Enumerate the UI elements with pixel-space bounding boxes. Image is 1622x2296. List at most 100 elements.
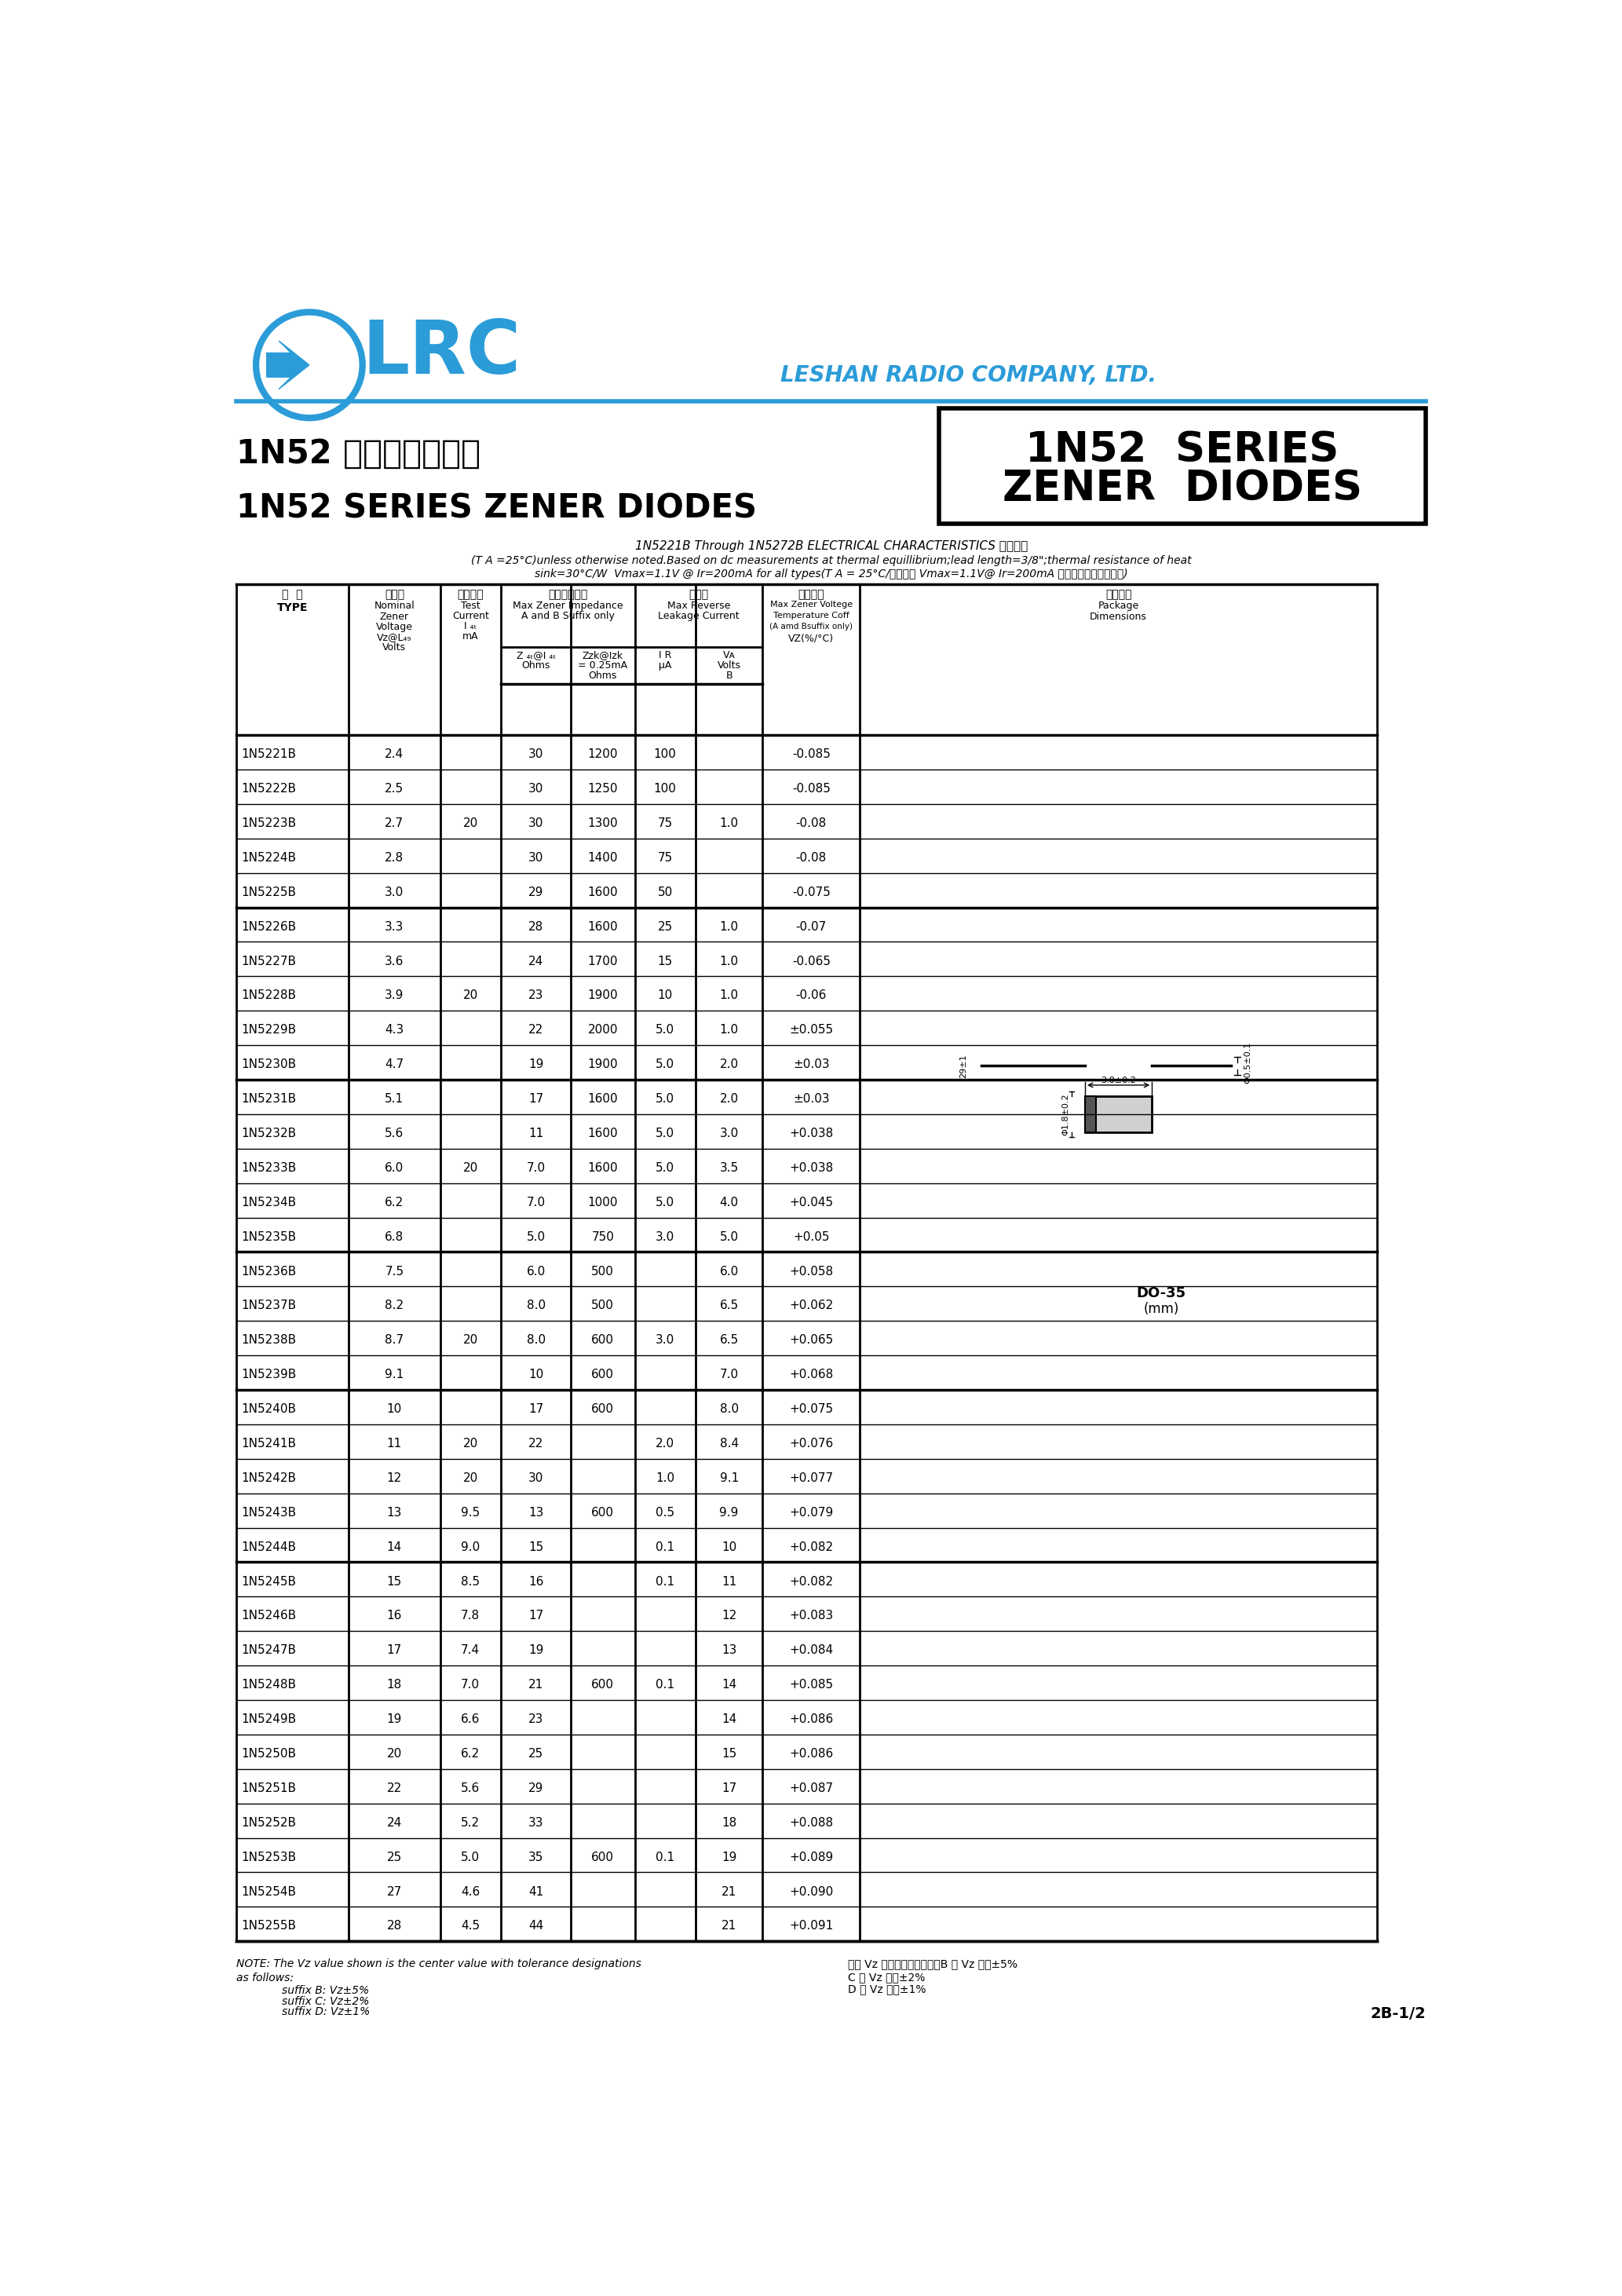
Text: 1N5222B: 1N5222B	[242, 783, 297, 794]
Text: 5.0: 5.0	[655, 1024, 675, 1035]
Text: 2.5: 2.5	[384, 783, 404, 794]
Text: Package: Package	[1098, 602, 1139, 611]
Text: 12: 12	[722, 1609, 736, 1621]
Text: 型  号: 型 号	[282, 588, 303, 599]
Text: as follows:: as follows:	[237, 1972, 294, 1984]
Text: 1N5224B: 1N5224B	[242, 852, 297, 863]
Text: 4.7: 4.7	[384, 1058, 404, 1070]
Text: 1N5251B: 1N5251B	[242, 1782, 297, 1793]
Text: 11: 11	[722, 1575, 736, 1587]
Text: 11: 11	[529, 1127, 543, 1139]
Text: 5.1: 5.1	[384, 1093, 404, 1104]
Text: 注： Vz 为稳压小心値，其中B 型 Vz 容差±5%: 注： Vz 为稳压小心値，其中B 型 Vz 容差±5%	[848, 1958, 1017, 1970]
Text: +0.05: +0.05	[793, 1231, 829, 1242]
Text: 8.7: 8.7	[384, 1334, 404, 1345]
Text: 25: 25	[657, 921, 673, 932]
Text: Φ0.5±0.1: Φ0.5±0.1	[1244, 1042, 1252, 1084]
Text: +0.083: +0.083	[790, 1609, 834, 1621]
Text: Ohms: Ohms	[589, 670, 616, 682]
Text: 25: 25	[529, 1747, 543, 1759]
Text: 4.3: 4.3	[384, 1024, 404, 1035]
Text: 3.0: 3.0	[384, 886, 404, 898]
Text: 8.5: 8.5	[461, 1575, 480, 1587]
Text: 5.0: 5.0	[655, 1162, 675, 1173]
Text: I ₄ₜ: I ₄ₜ	[464, 622, 477, 631]
Text: 21: 21	[722, 1919, 736, 1931]
Text: 9.0: 9.0	[461, 1541, 480, 1552]
Text: 1N5223B: 1N5223B	[242, 817, 297, 829]
Text: 7.8: 7.8	[461, 1609, 480, 1621]
Text: 100: 100	[654, 748, 676, 760]
Text: +0.091: +0.091	[790, 1919, 834, 1931]
Text: 44: 44	[529, 1919, 543, 1931]
Text: 500: 500	[592, 1265, 615, 1277]
Text: 1N5244B: 1N5244B	[242, 1541, 297, 1552]
Text: +0.075: +0.075	[790, 1403, 834, 1414]
Text: 9.1: 9.1	[720, 1472, 738, 1483]
Bar	[1085, 1095, 1096, 1132]
Text: 1N5232B: 1N5232B	[242, 1127, 297, 1139]
Text: +0.087: +0.087	[790, 1782, 834, 1793]
Text: 3.8±0.2: 3.8±0.2	[1101, 1077, 1135, 1084]
Text: 2.0: 2.0	[720, 1058, 738, 1070]
Text: 1600: 1600	[587, 1162, 618, 1173]
Text: 8.0: 8.0	[720, 1403, 738, 1414]
Text: 22: 22	[529, 1437, 543, 1449]
Text: 30: 30	[529, 817, 543, 829]
Text: 1.0: 1.0	[720, 955, 738, 967]
Text: 3.3: 3.3	[384, 921, 404, 932]
Text: 6.0: 6.0	[720, 1265, 738, 1277]
Text: 5.0: 5.0	[461, 1851, 480, 1862]
Text: 24: 24	[388, 1816, 402, 1828]
Text: Zzk@Izk: Zzk@Izk	[582, 650, 623, 661]
Text: 7.0: 7.0	[461, 1678, 480, 1690]
Text: 温度系数: 温度系数	[798, 588, 824, 599]
Text: 1N5255B: 1N5255B	[242, 1919, 297, 1931]
Text: 3.5: 3.5	[720, 1162, 738, 1173]
Text: 18: 18	[388, 1678, 402, 1690]
Text: 5.0: 5.0	[527, 1231, 545, 1242]
Text: 1N5242B: 1N5242B	[242, 1472, 297, 1483]
Text: 1N52  SERIES: 1N52 SERIES	[1025, 429, 1340, 471]
Text: 19: 19	[529, 1058, 543, 1070]
Text: 14: 14	[722, 1713, 736, 1724]
Bar	[939, 409, 1426, 523]
Text: 41: 41	[529, 1885, 543, 1896]
Text: +0.062: +0.062	[790, 1300, 834, 1311]
Text: +0.088: +0.088	[790, 1816, 834, 1828]
Text: 1300: 1300	[587, 817, 618, 829]
Text: 1N5226B: 1N5226B	[242, 921, 297, 932]
Text: 14: 14	[722, 1678, 736, 1690]
Text: 33: 33	[529, 1816, 543, 1828]
Text: +0.082: +0.082	[790, 1575, 834, 1587]
Text: 5.6: 5.6	[384, 1127, 404, 1139]
Text: 1N5252B: 1N5252B	[242, 1816, 297, 1828]
Text: 0.1: 0.1	[655, 1541, 675, 1552]
Text: 6.2: 6.2	[461, 1747, 480, 1759]
Text: 2.0: 2.0	[655, 1437, 675, 1449]
Text: Ohms: Ohms	[522, 661, 550, 670]
Text: +0.089: +0.089	[790, 1851, 834, 1862]
Text: 29±1: 29±1	[959, 1054, 967, 1077]
Text: Vᴀ: Vᴀ	[723, 650, 735, 661]
Text: Zener: Zener	[380, 611, 409, 622]
Text: 13: 13	[386, 1506, 402, 1518]
Text: +0.068: +0.068	[790, 1368, 834, 1380]
Text: 75: 75	[657, 852, 673, 863]
Text: Volts: Volts	[383, 643, 406, 652]
Text: NOTE: The Vz value shown is the center value with tolerance designations: NOTE: The Vz value shown is the center v…	[237, 1958, 641, 1970]
Text: +0.079: +0.079	[790, 1506, 834, 1518]
Text: 稳压値: 稳压値	[384, 588, 404, 599]
Text: 8.2: 8.2	[384, 1300, 404, 1311]
Text: Vz@L₄₉: Vz@L₄₉	[376, 631, 412, 643]
Text: 1N5240B: 1N5240B	[242, 1403, 297, 1414]
Text: 0.1: 0.1	[655, 1678, 675, 1690]
Text: 50: 50	[657, 886, 673, 898]
Text: 8.4: 8.4	[720, 1437, 738, 1449]
Text: 0.5: 0.5	[655, 1506, 675, 1518]
Text: 1N5243B: 1N5243B	[242, 1506, 297, 1518]
Text: 13: 13	[529, 1506, 543, 1518]
Text: 5.0: 5.0	[655, 1196, 675, 1208]
Text: A and B Suffix only: A and B Suffix only	[521, 611, 615, 622]
Text: 600: 600	[592, 1368, 615, 1380]
